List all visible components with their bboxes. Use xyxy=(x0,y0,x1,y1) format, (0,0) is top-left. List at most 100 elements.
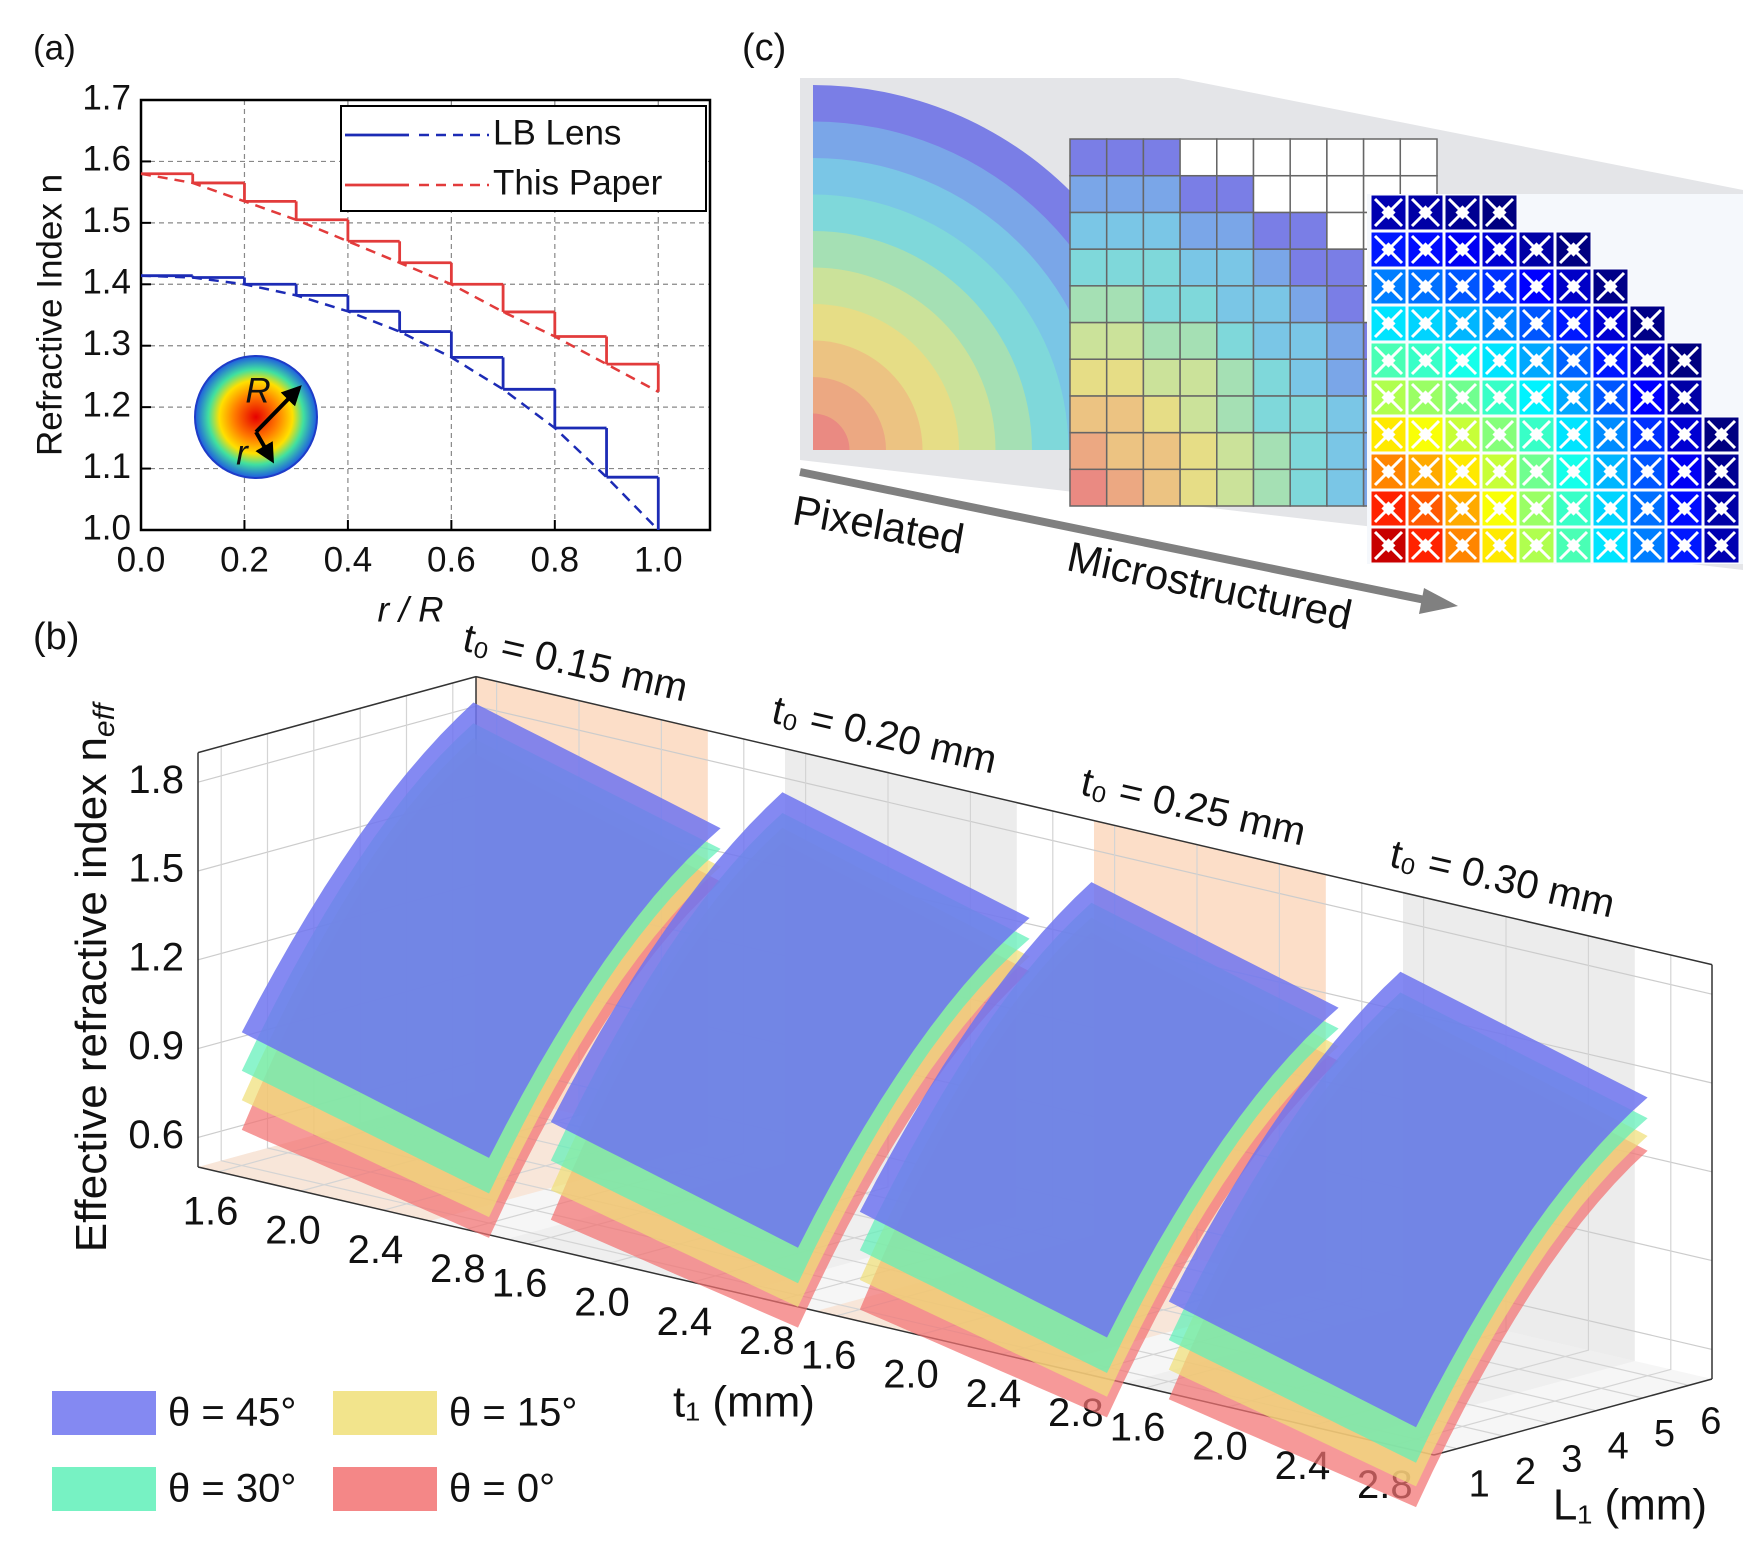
micro-core xyxy=(1603,279,1618,294)
x-tick-label: 2.0 xyxy=(883,1353,939,1397)
legend-box xyxy=(340,105,707,212)
y-tick-label: 1.5 xyxy=(82,201,131,240)
micro-core xyxy=(1566,242,1581,257)
micro-core xyxy=(1492,501,1507,516)
micro-core xyxy=(1492,316,1507,331)
micro-core xyxy=(1381,501,1396,516)
x-tick-label: 1.6 xyxy=(1110,1405,1166,1449)
micro-core xyxy=(1492,390,1507,405)
legend-swatch xyxy=(52,1467,156,1511)
pixel-cell xyxy=(1252,285,1291,324)
micro-core xyxy=(1418,427,1433,442)
x-tick-label: 1.6 xyxy=(801,1333,857,1377)
micro-core xyxy=(1640,501,1655,516)
pixel-cell xyxy=(1069,468,1108,507)
legend-label: θ = 0° xyxy=(449,1467,555,1511)
micro-core xyxy=(1677,538,1692,553)
micro-core xyxy=(1714,464,1729,479)
micro-core xyxy=(1677,353,1692,368)
micro-core xyxy=(1492,279,1507,294)
pixel-cell xyxy=(1142,248,1181,287)
pixel-cell xyxy=(1326,395,1365,434)
z-tick-label: 1.5 xyxy=(128,847,184,891)
x-tick-label: 2.0 xyxy=(574,1281,630,1325)
plot-frame xyxy=(139,98,712,532)
pixel-cell xyxy=(1216,395,1255,434)
pixel-cell xyxy=(1179,468,1218,507)
z-tick-label: 0.6 xyxy=(128,1113,184,1157)
pixel-cell xyxy=(1069,174,1108,214)
x-tick-label: 2.4 xyxy=(966,1372,1022,1416)
micro-core xyxy=(1566,427,1581,442)
micro-core xyxy=(1529,316,1544,331)
micro-core xyxy=(1381,538,1396,553)
micro-core xyxy=(1677,390,1692,405)
pixel-cell xyxy=(1179,358,1218,397)
panel-label: (c) xyxy=(742,27,786,69)
micro-core xyxy=(1566,464,1581,479)
micro-core xyxy=(1418,279,1433,294)
legend-swatch xyxy=(52,1391,156,1435)
micro-core xyxy=(1529,353,1544,368)
micro-core xyxy=(1529,390,1544,405)
x-tick-label: 2.8 xyxy=(739,1319,795,1363)
trend-line xyxy=(140,274,660,531)
pixel-cell xyxy=(1105,321,1145,360)
micro-core xyxy=(1455,464,1470,479)
y-tick-label: 6 xyxy=(1700,1400,1721,1442)
pixel-cell xyxy=(1179,321,1218,360)
y-tick-label: 1.1 xyxy=(82,447,131,486)
micro-core xyxy=(1418,390,1433,405)
pixel-cell xyxy=(1142,285,1181,324)
micro-core xyxy=(1677,464,1692,479)
pixel-cell xyxy=(1289,395,1328,434)
pixel-cell xyxy=(1326,174,1365,214)
legend-label: LB Lens xyxy=(493,113,621,152)
micro-core xyxy=(1381,205,1396,220)
micro-core xyxy=(1603,501,1618,516)
pixel-cell xyxy=(1289,468,1328,507)
micro-core xyxy=(1529,464,1544,479)
micro-core xyxy=(1640,427,1655,442)
micro-core xyxy=(1603,353,1618,368)
micro-core xyxy=(1455,205,1470,220)
pixel-cell xyxy=(1326,321,1365,360)
pixel-cell xyxy=(1105,395,1145,434)
pixel-cell xyxy=(1216,358,1255,397)
pixel-cell xyxy=(1326,211,1365,250)
pixel-cell xyxy=(1105,468,1145,507)
legend-label: θ = 45° xyxy=(168,1391,296,1435)
micro-core xyxy=(1677,501,1692,516)
pixel-cell xyxy=(1289,321,1328,360)
process-arrowhead xyxy=(1419,588,1458,614)
micro-core xyxy=(1492,353,1507,368)
micro-core xyxy=(1381,279,1396,294)
pixel-cell xyxy=(1252,395,1291,434)
x-tick-label: 1.0 xyxy=(634,540,683,579)
x-tick-label: 0.4 xyxy=(324,540,373,579)
micro-core xyxy=(1640,353,1655,368)
z-tick-label: 0.9 xyxy=(128,1024,184,1068)
pixel-cell xyxy=(1105,248,1145,287)
micro-core xyxy=(1381,242,1396,257)
pixel-cell xyxy=(1252,211,1291,250)
y-tick-label: 5 xyxy=(1654,1413,1675,1455)
pixel-cell xyxy=(1142,138,1181,177)
x-tick-label: 1.6 xyxy=(492,1261,548,1305)
micro-core xyxy=(1566,316,1581,331)
axis-edge xyxy=(1433,1378,1713,1456)
micro-core xyxy=(1455,279,1470,294)
micro-core xyxy=(1714,538,1729,553)
pixel-cell xyxy=(1326,468,1365,507)
panel-label: (a) xyxy=(33,28,76,67)
pixel-cell xyxy=(1216,174,1255,214)
pixel-cell xyxy=(1179,285,1218,324)
pixel-cell xyxy=(1142,395,1181,434)
pixel-cell xyxy=(1179,211,1218,250)
process-arrow xyxy=(799,468,1431,605)
y-tick-label: 1.3 xyxy=(82,324,131,363)
pixel-cell xyxy=(1105,431,1145,471)
micro-core xyxy=(1492,427,1507,442)
micro-core xyxy=(1455,427,1470,442)
pixel-cell xyxy=(1142,321,1181,360)
